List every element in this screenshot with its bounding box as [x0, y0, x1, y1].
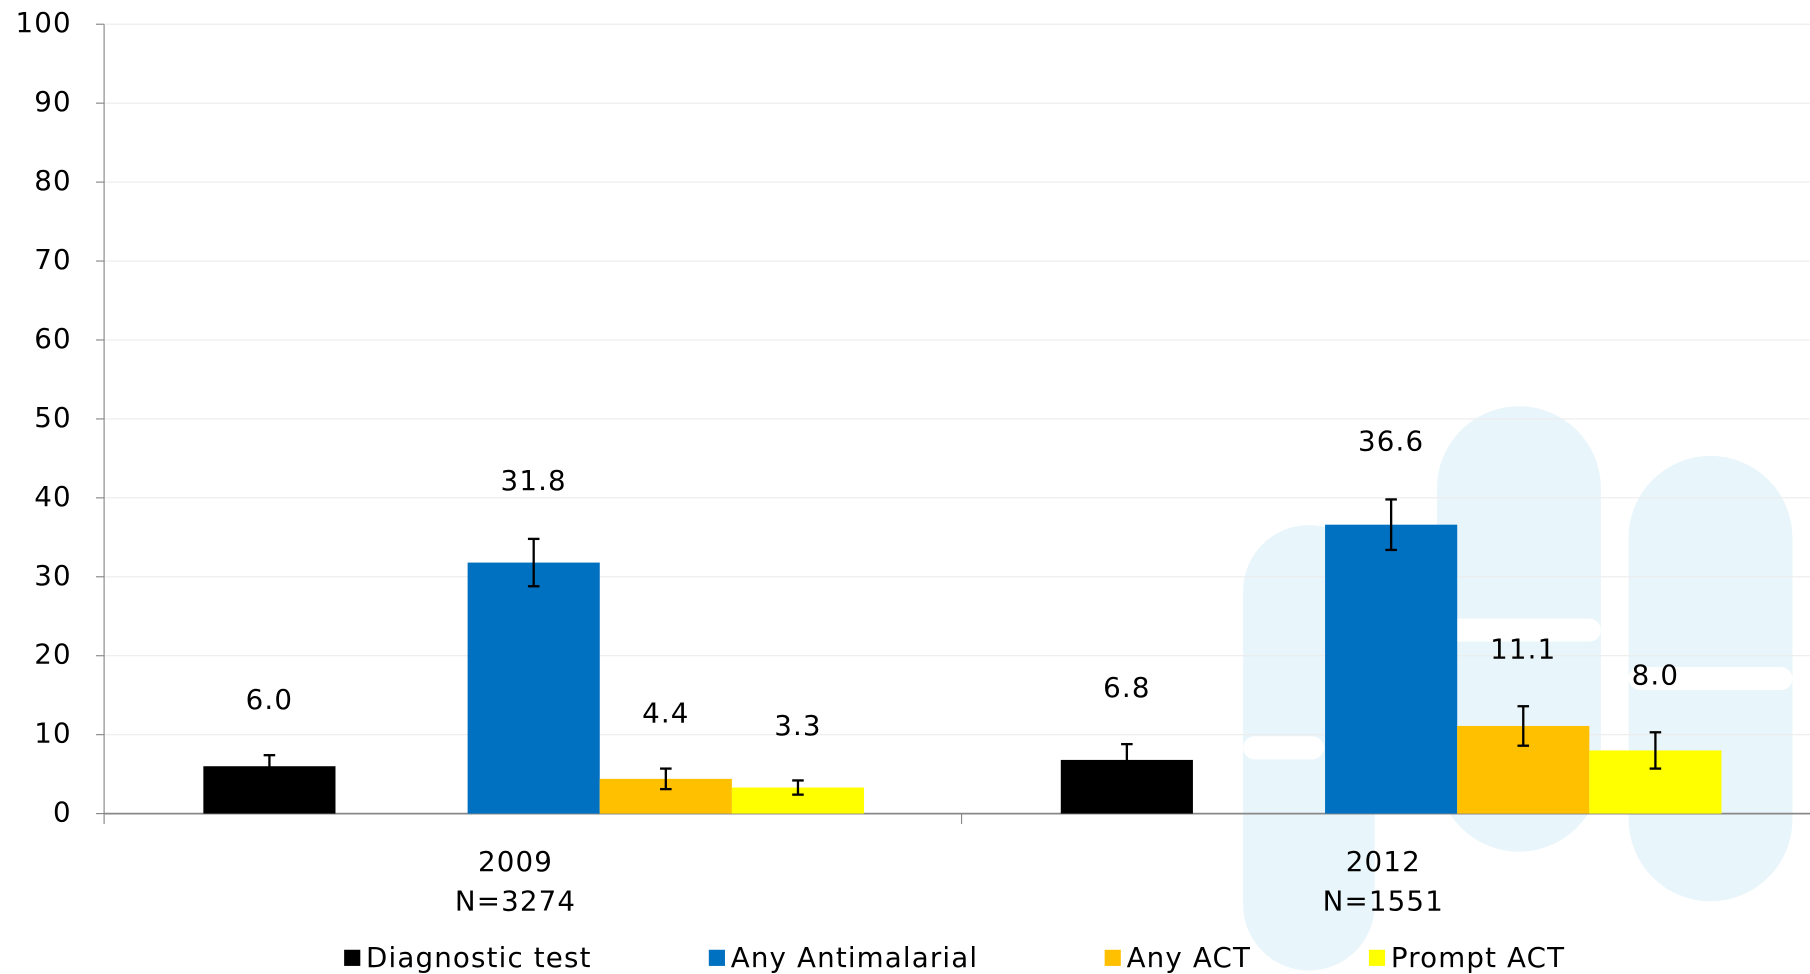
y-tick-label: 50	[34, 401, 72, 434]
x-tick-label: 2012	[1346, 845, 1421, 878]
bar	[1325, 524, 1458, 814]
legend-label: Any Antimalarial	[731, 941, 979, 974]
value-label: 11.1	[1490, 632, 1556, 665]
legend-swatch	[1368, 949, 1386, 966]
value-label: 6.0	[246, 683, 294, 716]
x-tick-label: 2009	[478, 845, 553, 878]
y-tick-label: 80	[34, 164, 72, 197]
legend-swatch	[1104, 949, 1121, 966]
x-tick-label: N=3274	[455, 884, 576, 917]
y-tick-label: 20	[34, 638, 72, 671]
watermark-gap	[1437, 618, 1601, 642]
y-tick-label: 100	[15, 6, 71, 39]
legend-label: Diagnostic test	[366, 941, 592, 974]
value-label: 3.3	[774, 709, 822, 742]
bar	[467, 562, 600, 814]
value-label: 8.0	[1632, 659, 1680, 692]
y-tick-label: 0	[53, 796, 72, 829]
value-label: 36.6	[1358, 424, 1424, 457]
legend-swatch	[708, 949, 725, 966]
y-tick-label: 60	[34, 322, 72, 355]
x-tick-label: N=1551	[1323, 884, 1444, 917]
legend-label: Prompt ACT	[1391, 941, 1565, 974]
value-label: 6.8	[1103, 671, 1151, 704]
value-label: 4.4	[642, 697, 690, 730]
watermark-gap	[1243, 736, 1324, 760]
y-tick-label: 30	[34, 559, 72, 592]
watermark-gap	[1628, 667, 1793, 691]
y-tick-label: 10	[34, 717, 72, 750]
y-tick-label: 90	[34, 85, 72, 118]
value-label: 31.8	[501, 464, 567, 497]
legend-swatch	[344, 949, 361, 966]
y-tick-label: 40	[34, 480, 72, 513]
legend-label: Any ACT	[1127, 941, 1251, 974]
y-tick-label: 70	[34, 243, 72, 276]
